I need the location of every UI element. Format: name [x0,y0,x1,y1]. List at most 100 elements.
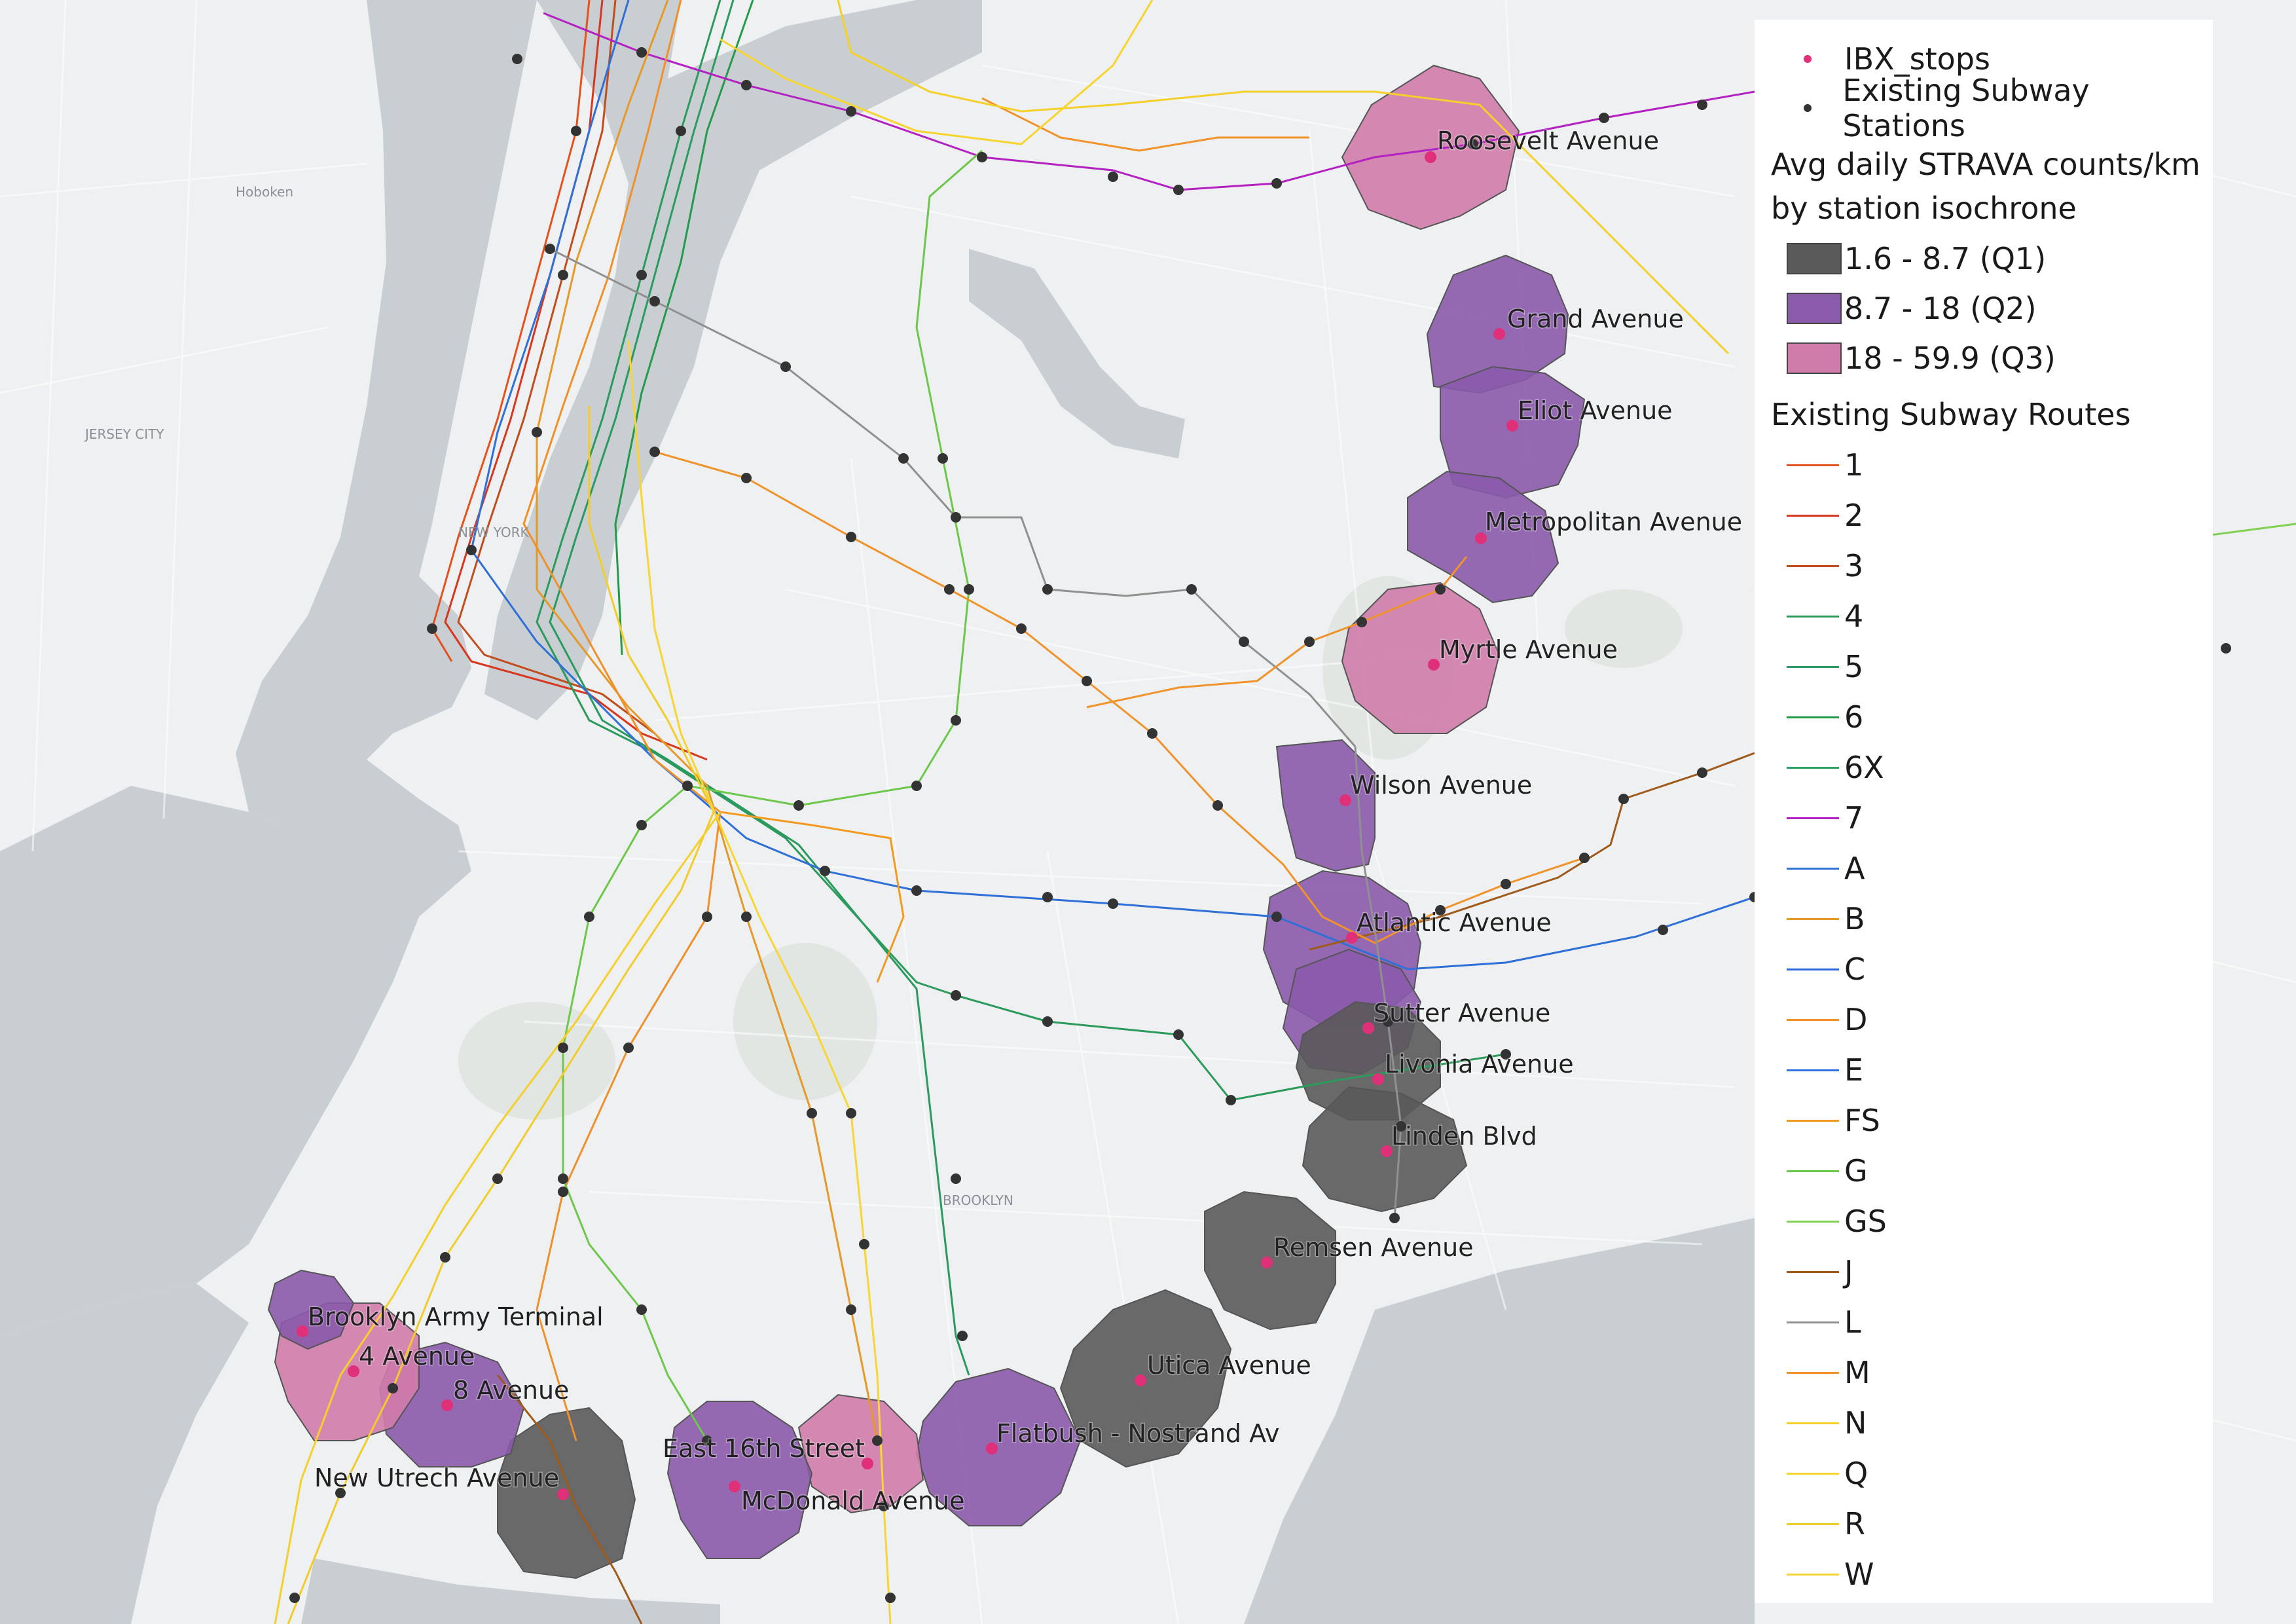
ibx-stop-myrtle-avenue[interactable] [1428,659,1440,671]
legend-route-6: 6 [1771,694,1863,740]
ibx-stop-linden-blvd[interactable] [1381,1145,1393,1157]
route-n[interactable] [837,0,1730,355]
ibx-stop-grand-avenue[interactable] [1493,328,1505,340]
route-n-south[interactable] [274,811,721,1624]
route-w[interactable] [627,340,892,1624]
route-q[interactable] [720,0,1154,145]
legend-route-line [1787,1069,1839,1071]
ibx-stop-eliot-avenue[interactable] [1506,420,1518,432]
legend-route-label: D [1844,1002,1868,1037]
legend-class-swatch [1787,293,1842,324]
ibx-stop-wilson-avenue[interactable] [1339,794,1351,806]
legend-route-line [1787,917,1839,920]
legend-route-r: R [1771,1501,1865,1547]
ibx-stop-livonia-avenue[interactable] [1372,1073,1384,1085]
route-m-queens[interactable] [981,97,1309,152]
isochrone-brooklyn-army-terminal[interactable] [267,1269,355,1350]
subway-station-swatch [1804,104,1812,112]
route-3[interactable] [457,0,655,735]
legend-route-gs: GS [1771,1198,1887,1244]
legend-route-line [1787,564,1839,567]
legend-route-label: 6X [1844,750,1884,785]
legend-class-label: 8.7 - 18 (Q2) [1844,291,2037,326]
legend-route-label: 6 [1844,699,1864,735]
route-a[interactable] [470,0,1755,970]
legend-route-label: 3 [1844,548,1864,583]
legend-route-q: Q [1771,1450,1868,1496]
label-remsen-avenue: Remsen Avenue [1273,1233,1474,1262]
ibx-stop-atlantic-avenue[interactable] [1346,932,1358,944]
gravesend-water [301,1559,720,1624]
legend-route-label: J [1844,1254,1853,1289]
legend-route-line [1787,1371,1839,1374]
place-label-brooklyn: BROOKLYN [943,1192,1013,1208]
newtown-creek [969,249,1185,458]
route-j-brooklyn[interactable] [496,1375,643,1624]
legend-class-label: 1.6 - 8.7 (Q1) [1844,241,2047,276]
ibx-stop-4-avenue[interactable] [348,1365,359,1377]
ibx-stop-metropolitan-avenue[interactable] [1475,532,1487,544]
route-6[interactable] [614,0,754,655]
legend-route-n: N [1771,1400,1867,1446]
isochrone-wilson-avenue[interactable] [1275,739,1376,872]
isochrone-mcdonald-avenue[interactable] [797,1393,924,1514]
isochrone-grand-avenue[interactable] [1426,254,1569,394]
ibx-stop-mcdonald-avenue[interactable] [862,1458,873,1469]
isochrone-eliot-avenue[interactable] [1440,365,1586,499]
route-fs[interactable] [720,811,905,983]
legend-route-label: W [1844,1557,1874,1592]
legend-route-label: 5 [1844,649,1864,684]
legend-ibx-stops-label: IBX_stops [1844,41,1990,77]
ibx-stop-roosevelt-avenue[interactable] [1425,151,1436,163]
label-atlantic-avenue: Atlantic Avenue [1357,908,1552,937]
legend-route-b: B [1771,896,1865,942]
legend-route-line [1787,1321,1839,1323]
legend-route-1: 1 [1771,442,1863,488]
isochrone-roosevelt-avenue[interactable] [1341,64,1520,231]
route-7[interactable] [543,12,1755,191]
route-5[interactable] [549,0,970,1376]
isochrone-flatbush-nostrand[interactable] [915,1367,1082,1526]
route-l-east[interactable] [1354,746,1402,1219]
legend-route-label: A [1844,851,1865,886]
legend-route-line [1787,716,1839,718]
east-river [484,0,982,720]
legend-route-label: M [1844,1355,1870,1390]
legend-route-line [1787,464,1839,466]
label-8-avenue: 8 Avenue [453,1376,569,1405]
legend-route-m: M [1771,1350,1870,1395]
label-grand-avenue: Grand Avenue [1507,304,1684,333]
label-myrtle-avenue: Myrtle Avenue [1439,635,1618,664]
legend-route-line [1787,1522,1839,1525]
route-m[interactable] [654,451,1585,944]
ibx-stop-flatbush-nostrand[interactable] [986,1443,998,1454]
prospect-park [733,943,877,1100]
legend-routes-title: Existing Subway Routes [1771,397,2131,432]
legend-route-c: C [1771,946,1865,992]
legend-route-label: R [1844,1506,1865,1541]
greenwood-cemetery [458,1002,615,1120]
ibx-stop-remsen-avenue[interactable] [1261,1257,1273,1268]
ibx-stop-brooklyn-army-terminal[interactable] [297,1325,308,1337]
legend-subway-stations: Existing Subway Stations [1771,73,2213,143]
place-label-new-york: NEW YORK [458,525,529,540]
label-eliot-avenue: Eliot Avenue [1518,396,1673,425]
legend-panel: IBX_stops Existing Subway Stations Avg d… [1755,20,2213,1603]
highland-park [1565,589,1683,668]
legend-class-1: 1.6 - 8.7 (Q1) [1771,236,2046,282]
route-4[interactable] [536,0,1506,1101]
route-l[interactable] [549,248,1357,747]
legend-route-line [1787,867,1839,870]
hudson-river [236,0,537,825]
route-b[interactable] [536,0,879,1441]
legend-route-line [1787,1422,1839,1424]
legend-route-line [1787,1119,1839,1122]
isochrone-myrtle-avenue[interactable] [1341,581,1501,734]
ibx-stop-utica-avenue[interactable] [1135,1375,1146,1386]
ibx-stop-sutter-avenue[interactable] [1362,1022,1374,1034]
ibx-stop-new-utrech-avenue[interactable] [557,1488,569,1500]
legend-route-label: L [1844,1304,1861,1340]
ibx-stop-8-avenue[interactable] [441,1399,453,1411]
ibx-stop-east-16th-street[interactable] [729,1481,740,1492]
legend-route-line [1787,1472,1839,1475]
